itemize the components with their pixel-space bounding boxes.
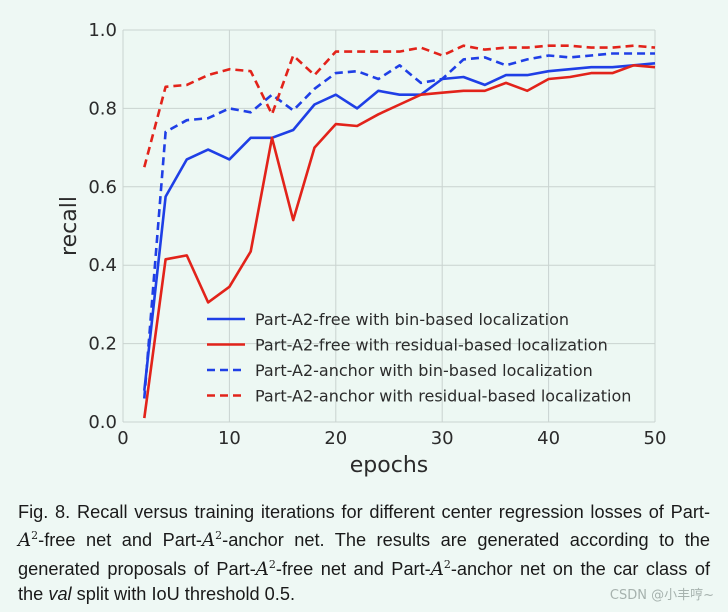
legend-label: Part-A2-free with bin-based localization — [255, 310, 569, 329]
series-line-anchor-bin — [143, 52, 655, 399]
plot-area — [123, 30, 655, 422]
legend-label: Part-A2-anchor with bin-based localizati… — [255, 361, 593, 380]
legend-label: Part-A2-anchor with residual-based local… — [255, 387, 631, 406]
series-line-anchor-residual — [143, 44, 656, 168]
watermark: CSDN @小丰哼~ — [609, 588, 714, 603]
series-line-free-bin — [143, 62, 656, 391]
figure-caption: Fig. 8. Recall versus training iteration… — [18, 502, 710, 605]
series-line-free-residual — [143, 64, 656, 419]
x-axis-label: epochs — [350, 453, 428, 478]
x-tick-label: 20 — [324, 428, 347, 449]
y-tick-label: 0.2 — [88, 334, 117, 355]
x-tick-label: 0 — [117, 428, 128, 449]
y-tick-label: 1.0 — [88, 20, 117, 41]
legend: Part-A2-free with bin-based localization… — [207, 310, 631, 406]
recall-line-chart: 0 10 20 30 40 50 0.0 0.2 0.4 0.6 0.8 1.0 epochs recal… — [57, 20, 667, 478]
x-tick-label: 40 — [537, 428, 560, 449]
x-tick-label: 30 — [431, 428, 454, 449]
y-tick-label: 0.4 — [88, 255, 117, 276]
x-tick-label: 10 — [218, 428, 241, 449]
x-tick-label: 50 — [644, 428, 667, 449]
legend-label: Part-A2-free with residual-based localiz… — [255, 336, 608, 355]
y-axis-label: recall — [57, 196, 82, 256]
y-tick-label: 0.6 — [88, 177, 117, 198]
y-tick-label: 0.8 — [88, 98, 117, 119]
y-tick-label: 0.0 — [88, 412, 117, 433]
